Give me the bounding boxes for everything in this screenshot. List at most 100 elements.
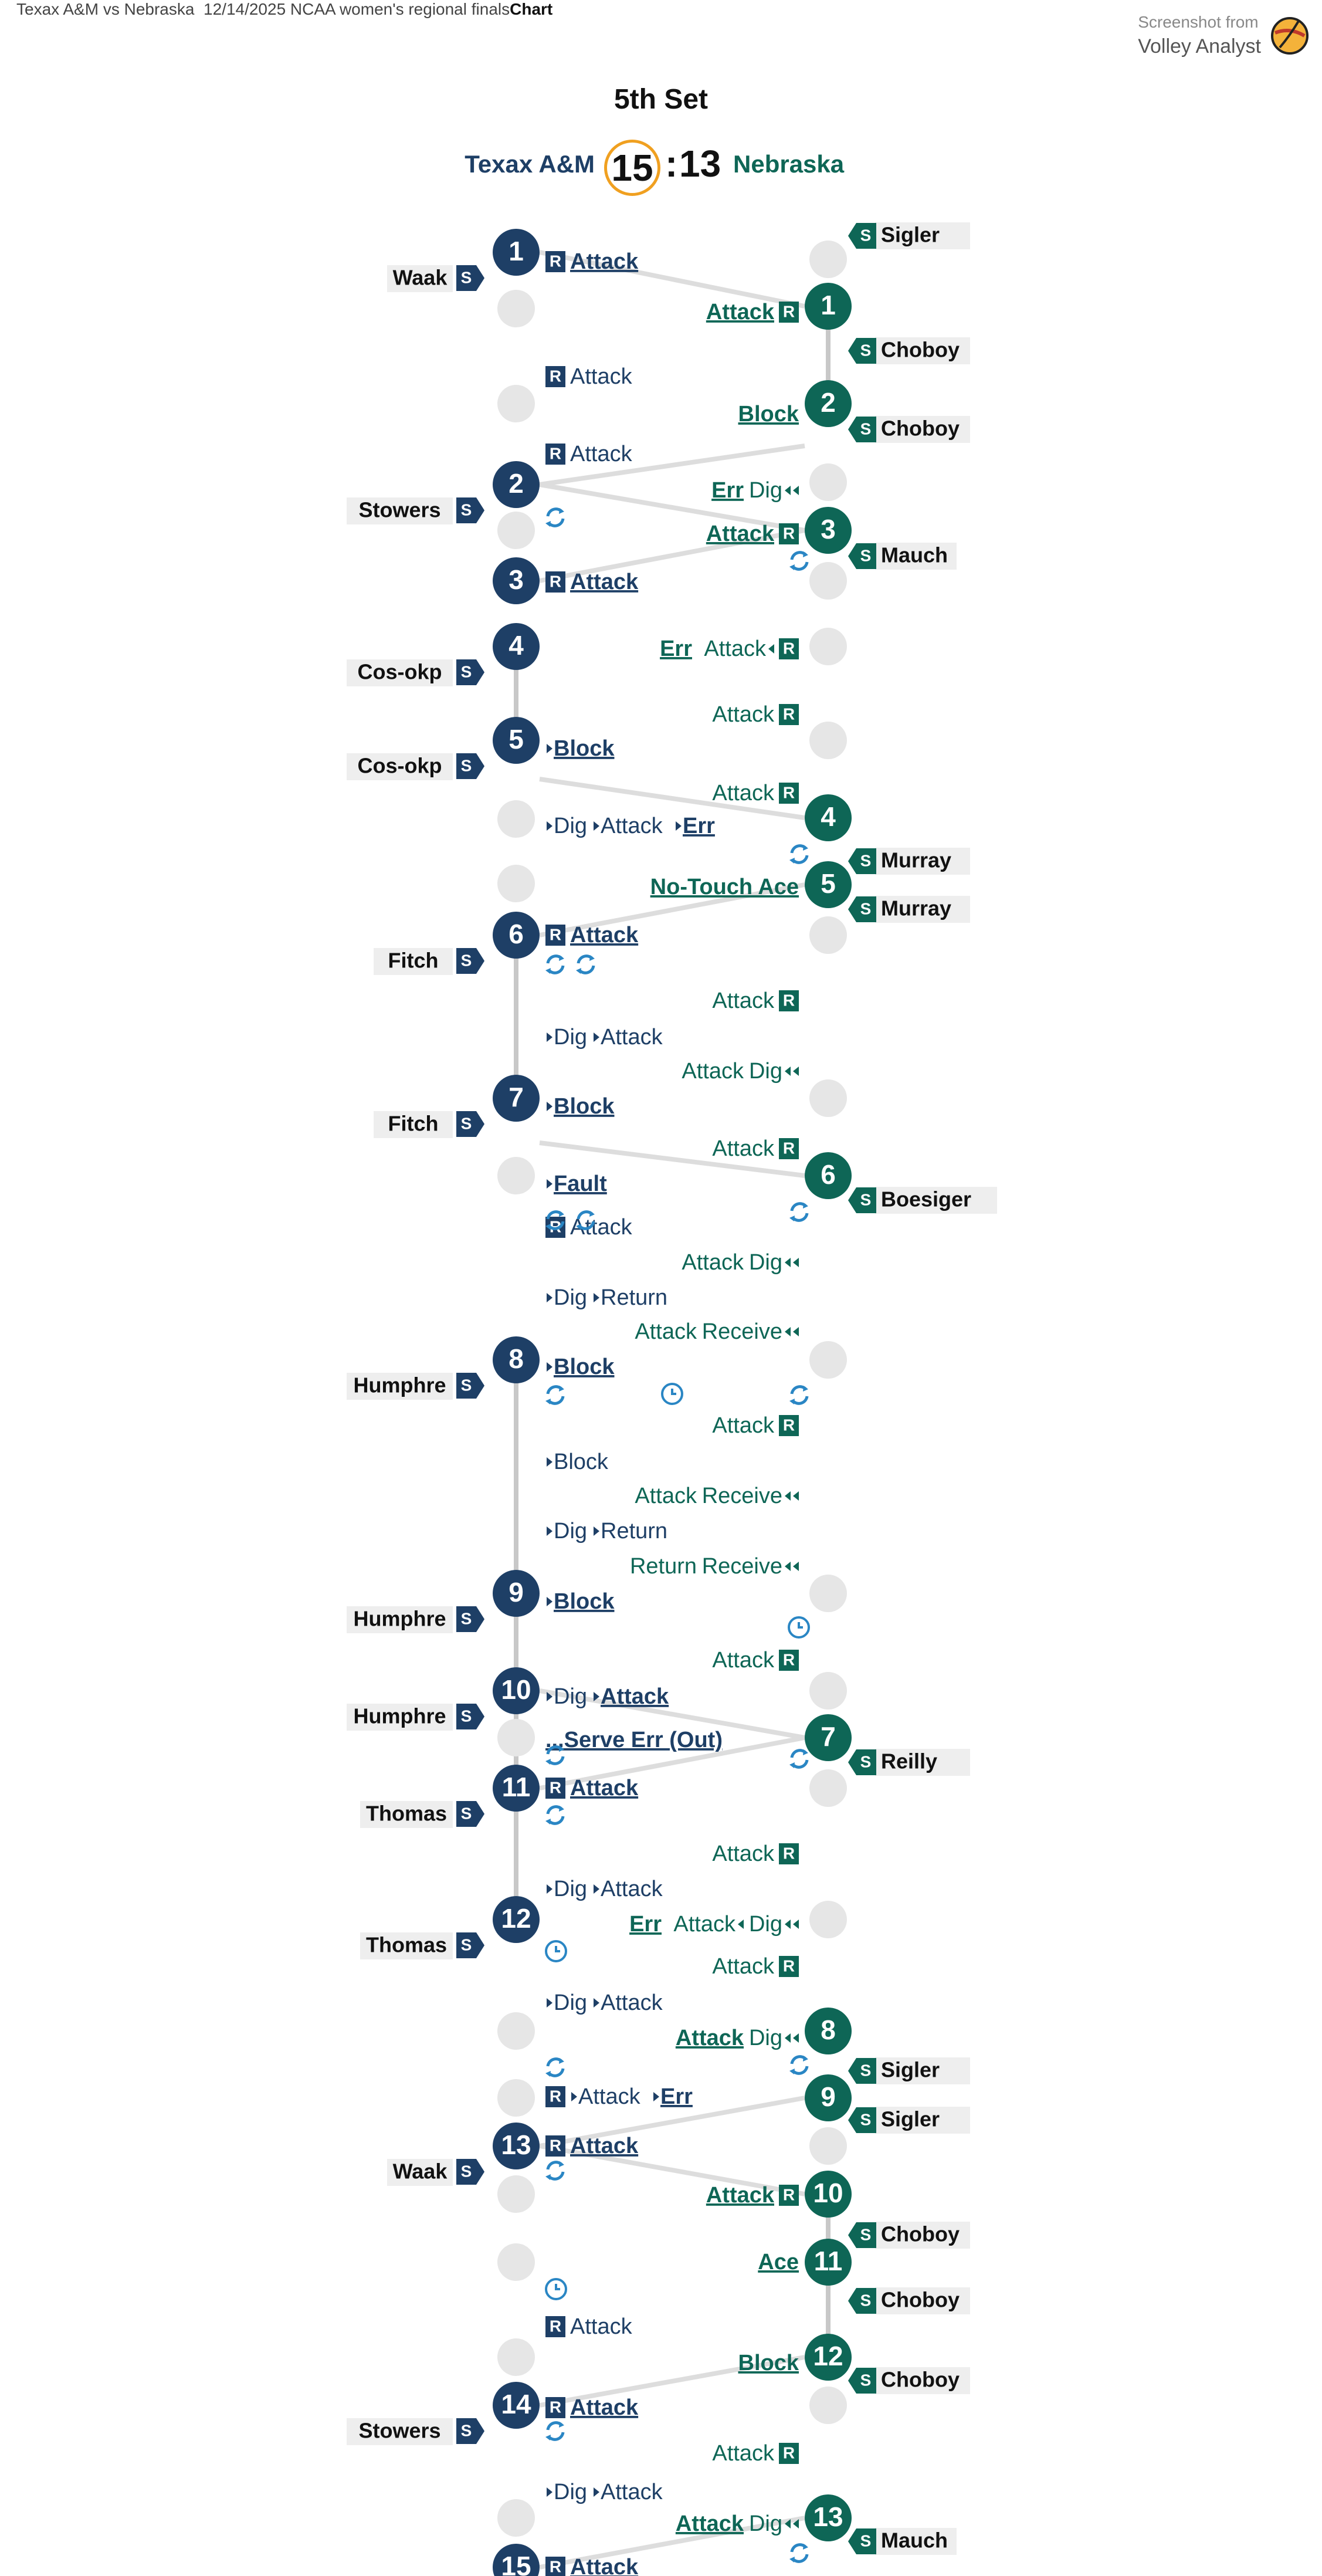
point-number-right: 9 [821, 2081, 836, 2112]
server-label-bg-left [360, 1801, 453, 1828]
server-label-bg-left [374, 1111, 453, 1138]
reception-badge-right [779, 523, 799, 544]
server-tag-letter-right: S [860, 546, 872, 564]
action-label-right: Dig [749, 1059, 782, 1084]
empty-slot-left [497, 385, 535, 422]
server-tag-left [456, 1111, 484, 1137]
server-tag-right [848, 2288, 876, 2314]
server-name-left: Thomas [366, 1933, 447, 1957]
sub-arrow-bottom [548, 1396, 565, 1405]
sub-arrowhead-bottom [789, 2069, 795, 2074]
arrow-right-icon [571, 2092, 577, 2101]
server-tag-left [456, 2418, 484, 2444]
empty-slot-right [809, 1079, 847, 1117]
timeout-clock-icon [788, 1616, 810, 1639]
server-tag-letter-left: S [461, 1935, 472, 1954]
server-name-left: Waak [393, 2159, 448, 2184]
reception-badge-left-letter: R [550, 1217, 561, 1235]
server-tag-right [848, 2107, 876, 2133]
clock-hands [555, 1946, 560, 1952]
action-label-right: Dig [749, 2026, 782, 2050]
server-tag-right [848, 543, 876, 569]
arrow-left-icon [793, 1920, 799, 1929]
point-circle-right [805, 1152, 852, 1199]
action-label-right: Attack [706, 2183, 775, 2208]
substitution-icon [789, 844, 809, 864]
empty-slot-right [809, 1341, 847, 1379]
server-name-right: Choboy [881, 2288, 960, 2312]
empty-slot-right [809, 916, 847, 954]
server-tag-letter-right: S [860, 2225, 872, 2243]
server-tag-right [848, 896, 876, 922]
reception-badge-right [779, 2443, 799, 2464]
action-label-right: Receive [702, 1319, 782, 1344]
reception-badge-right-letter: R [783, 524, 795, 542]
action-label-left: Attack [570, 2314, 633, 2339]
arrow-right-icon [547, 1692, 552, 1701]
server-tag-letter-right: S [860, 1752, 872, 1771]
arrow-left-icon [785, 1258, 791, 1267]
sub-arrow-bottom [792, 561, 809, 571]
arrow-left-icon [785, 1067, 791, 1076]
server-tag-letter-left: S [461, 2162, 472, 2180]
reception-badge-left-letter: R [550, 2398, 561, 2416]
reception-badge-right-letter: R [783, 2443, 795, 2462]
point-circle-right [805, 380, 852, 427]
server-label-bg-right [875, 222, 970, 249]
sub-arrowhead-bottom [789, 2557, 795, 2563]
action-label-left: Attack [578, 2084, 641, 2109]
reception-badge-left [545, 1778, 565, 1799]
reception-badge-right [779, 1843, 799, 1864]
reception-badge-right-letter: R [783, 639, 795, 657]
sub-arrow-bottom [578, 1221, 595, 1230]
server-tag-left [456, 948, 484, 974]
server-label-bg-right [875, 337, 970, 364]
rally-connector [539, 250, 805, 309]
sub-arrowhead-bottom [545, 1759, 551, 1765]
arrow-left-icon [785, 1920, 791, 1929]
timeout-clock-icon [545, 2278, 567, 2300]
server-name-right: Murray [881, 848, 951, 872]
sub-arrowhead-top [559, 2422, 564, 2428]
arrow-left-icon [793, 1491, 799, 1501]
point-circle-left [493, 2123, 540, 2169]
point-circle-left [493, 229, 540, 276]
action-label-left: Dig [554, 1285, 587, 1310]
arrow-right-icon [547, 1998, 552, 2008]
rally-connector [539, 2144, 805, 2196]
empty-slot-right [809, 562, 847, 600]
point-number-left: 2 [509, 468, 524, 499]
brand-block: Screenshot from Volley Analyst [1138, 13, 1261, 58]
action-label-right: Attack [682, 1059, 744, 1084]
reception-badge-right-letter: R [783, 705, 795, 723]
reception-badge-right-letter: R [783, 783, 795, 801]
arrow-right-icon [594, 2487, 599, 2497]
empty-slot-right [809, 463, 847, 501]
server-tag-letter-left: S [461, 1609, 472, 1627]
server-label-bg-left [347, 1606, 453, 1633]
timeout-clock-icon [661, 1383, 683, 1405]
reception-badge-right-letter: R [783, 2185, 795, 2203]
sub-arrow-bottom [548, 1816, 565, 1825]
substitution-icon [576, 1210, 595, 1230]
server-name-left: Thomas [366, 1802, 447, 1826]
arrow-left-icon [793, 2033, 799, 2043]
action-label-right: Return [630, 1554, 697, 1579]
empty-slot-left [497, 2175, 535, 2213]
server-label-bg-left [360, 1932, 453, 1959]
action-label-left: Dig [554, 1684, 587, 1709]
sub-arrowhead-top [559, 955, 564, 961]
set-title: 5th Set [613, 84, 709, 115]
point-number-left: 14 [501, 2389, 531, 2419]
substitution-icon [789, 1202, 809, 1222]
substitution-icon [789, 1385, 809, 1405]
rally-connector [539, 444, 805, 487]
clock-hands [671, 1389, 676, 1395]
point-number-left: 3 [509, 564, 524, 595]
sub-arrowhead-top [803, 2056, 808, 2062]
action-label-right: Err [660, 637, 692, 661]
point-number-right: 7 [821, 1721, 836, 1752]
server-tag-left [456, 1932, 484, 1958]
arrow-right-icon [547, 1597, 552, 1606]
server-label-bg-right [875, 2367, 970, 2394]
